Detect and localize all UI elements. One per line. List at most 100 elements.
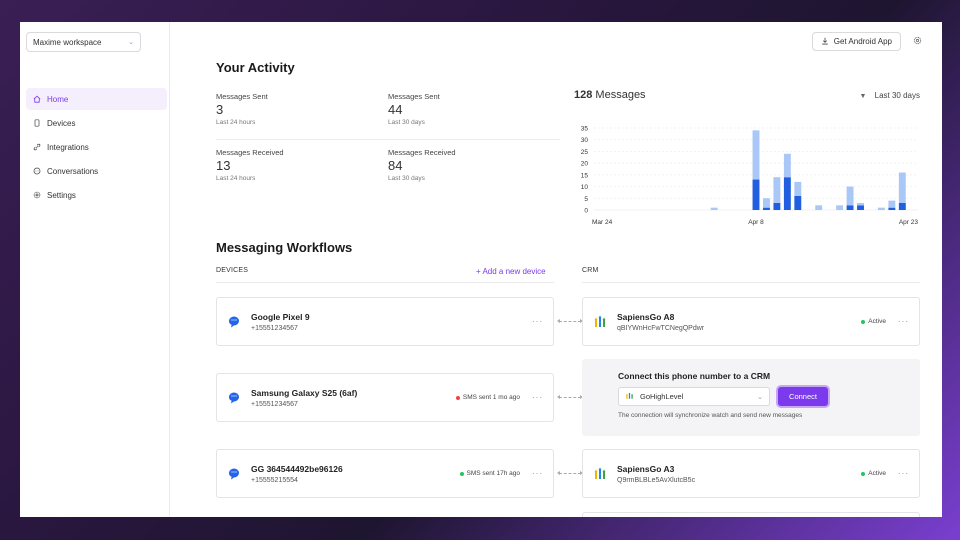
y-tick-label: 15 bbox=[581, 172, 589, 179]
bar-segment bbox=[857, 205, 864, 210]
bar-segment bbox=[898, 172, 906, 203]
stat-period: Last 30 days bbox=[388, 119, 425, 126]
workspace-selector[interactable]: Maxime workspace ⌄ bbox=[26, 32, 141, 52]
messages-count: 128 Messages bbox=[574, 89, 646, 101]
stat-sent-30d: Messages Sent 44 Last 30 days bbox=[388, 92, 560, 148]
chat-icon bbox=[33, 167, 41, 175]
phone-icon bbox=[33, 119, 41, 127]
stat-period: Last 24 hours bbox=[216, 175, 256, 182]
devices-header: DEVICES bbox=[216, 267, 249, 274]
more-options-icon[interactable]: ··· bbox=[532, 393, 543, 402]
workflows-title: Messaging Workflows bbox=[216, 240, 353, 255]
status-dot bbox=[455, 395, 460, 400]
status-text: Active bbox=[868, 318, 886, 325]
y-tick-label: 20 bbox=[581, 161, 589, 168]
status-badge: SMS sent 17h ago bbox=[459, 470, 520, 477]
y-tick-label: 0 bbox=[584, 208, 588, 215]
device-card[interactable]: Google Pixel 9 +15551234567 ··· bbox=[216, 297, 554, 346]
chevron-down-icon: ⌄ bbox=[128, 39, 134, 46]
stat-period: Last 30 days bbox=[388, 175, 425, 182]
status-badge: SMS sent 1 mo ago bbox=[455, 394, 520, 401]
sidebar-item-label: Home bbox=[47, 94, 69, 104]
status-dot bbox=[459, 471, 464, 476]
message-bubble-icon bbox=[227, 315, 241, 329]
stat-value: 44 bbox=[388, 102, 403, 117]
add-device-link[interactable]: + Add a new device bbox=[476, 267, 546, 276]
device-name: GG 364544492be96126 bbox=[251, 463, 343, 474]
crm-id: Q9rmBLBLe5AvXlutcB5c bbox=[617, 476, 696, 484]
device-card[interactable]: Samsung Galaxy S25 (6af) +15551234567 SM… bbox=[216, 373, 554, 422]
topbar: Get Android App bbox=[811, 32, 922, 51]
message-bubble-icon bbox=[227, 391, 241, 405]
status-text: SMS sent 17h ago bbox=[466, 470, 520, 477]
sidebar-item-devices[interactable]: Devices bbox=[26, 112, 167, 134]
more-options-icon[interactable]: ··· bbox=[532, 317, 543, 326]
bar-segment bbox=[783, 153, 791, 178]
connection-arrow-icon bbox=[557, 471, 583, 475]
stat-period: Last 24 hours bbox=[216, 119, 256, 126]
stat-value: 13 bbox=[216, 158, 231, 173]
connection-arrow-icon bbox=[557, 395, 583, 399]
y-tick-label: 25 bbox=[581, 149, 589, 156]
bar-segment bbox=[783, 177, 791, 210]
device-phone: +15551234567 bbox=[251, 400, 298, 408]
crm-select[interactable]: GoHighLevel ⌄ bbox=[618, 387, 770, 406]
device-card[interactable]: GG 364544492be96126 +15555215554 SMS sen… bbox=[216, 449, 554, 498]
gohighlevel-logo-icon bbox=[593, 467, 607, 481]
bar-segment bbox=[815, 205, 823, 210]
x-tick-label: Apr 8 bbox=[748, 219, 764, 226]
stat-received-30d: Messages Received 84 Last 30 days bbox=[388, 148, 560, 204]
sidebar-item-settings[interactable]: Settings bbox=[26, 184, 167, 206]
crm-card[interactable]: SapiensGo A3 Q9rmBLBLe5AvXlutcB5c Active… bbox=[582, 449, 920, 498]
bar-segment bbox=[877, 207, 885, 210]
sidebar: Maxime workspace ⌄ Home Devices Integr bbox=[20, 22, 170, 517]
y-tick-label: 30 bbox=[581, 137, 589, 144]
crm-select-value: GoHighLevel bbox=[640, 392, 684, 401]
main-content: Get Android App Your Activity Messages S… bbox=[170, 22, 942, 517]
sidebar-nav: Home Devices Integrations Conversations bbox=[26, 88, 167, 206]
crm-name: SapiensGo A8 bbox=[617, 311, 675, 322]
chart-header: 128 Messages ▼ Last 30 days bbox=[574, 89, 920, 101]
bar-segment bbox=[752, 130, 760, 180]
device-phone: +15551234567 bbox=[251, 324, 298, 332]
gear-icon bbox=[33, 191, 41, 199]
crm-card[interactable]: SapiensGo A8 qBIYWnHcFwTCNegQPdwr Active… bbox=[582, 297, 920, 346]
stat-label: Messages Sent bbox=[216, 92, 268, 101]
y-tick-label: 5 bbox=[584, 196, 588, 203]
download-icon bbox=[821, 37, 829, 47]
crm-card-partial bbox=[582, 512, 920, 517]
get-android-app-button[interactable]: Get Android App bbox=[811, 32, 901, 51]
device-name: Google Pixel 9 bbox=[251, 311, 310, 322]
more-options-icon[interactable]: ··· bbox=[898, 317, 909, 326]
sidebar-item-integrations[interactable]: Integrations bbox=[26, 136, 167, 158]
stat-label: Messages Received bbox=[388, 148, 456, 157]
more-options-icon[interactable]: ··· bbox=[532, 469, 543, 478]
stat-value: 84 bbox=[388, 158, 403, 173]
status-text: Active bbox=[868, 470, 886, 477]
bar-segment bbox=[888, 200, 896, 208]
android-button-label: Get Android App bbox=[833, 37, 892, 46]
stat-label: Messages Received bbox=[216, 148, 284, 157]
connect-title: Connect this phone number to a CRM bbox=[618, 371, 771, 381]
gohighlevel-logo-icon bbox=[593, 315, 607, 329]
more-options-icon[interactable]: ··· bbox=[898, 469, 909, 478]
messages-bar-chart: 0 5 10 15 20 25 30 35 Mar 24 Apr 8 Apr 23 bbox=[581, 126, 919, 227]
settings-gear-icon[interactable] bbox=[913, 36, 922, 48]
sidebar-item-conversations[interactable]: Conversations bbox=[26, 160, 167, 182]
bar-segment bbox=[752, 179, 760, 210]
connect-button[interactable]: Connect bbox=[778, 387, 828, 406]
bar-segment bbox=[857, 202, 864, 206]
sidebar-item-label: Devices bbox=[47, 118, 76, 128]
bar-segment bbox=[794, 181, 802, 196]
message-bubble-icon bbox=[227, 467, 241, 481]
devices-divider bbox=[216, 282, 554, 283]
stat-label: Messages Sent bbox=[388, 92, 440, 101]
home-icon bbox=[33, 95, 41, 103]
status-dot bbox=[861, 471, 866, 476]
y-tick-label: 10 bbox=[581, 184, 589, 191]
sidebar-item-label: Settings bbox=[47, 190, 76, 200]
messages-total: 128 bbox=[574, 89, 593, 101]
sidebar-item-home[interactable]: Home bbox=[26, 88, 167, 110]
range-filter[interactable]: ▼ Last 30 days bbox=[859, 91, 920, 100]
connection-arrow-icon bbox=[557, 319, 583, 323]
